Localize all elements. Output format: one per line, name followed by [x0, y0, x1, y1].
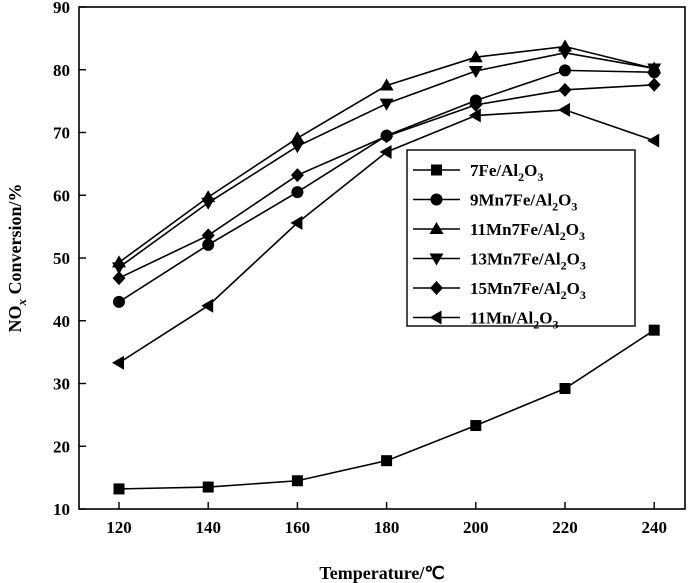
data-point: [558, 102, 570, 117]
data-point: [112, 262, 126, 275]
legend-marker: [430, 193, 443, 206]
data-point: [290, 215, 303, 230]
x-tick-label: 220: [552, 518, 578, 537]
legend-marker: [429, 310, 442, 325]
data-point: [112, 355, 124, 370]
x-tick-label: 140: [195, 518, 221, 537]
legend-marker: [430, 281, 443, 295]
x-tick-label: 120: [106, 518, 132, 537]
legend-label: 13Mn7Fe/Al2O3: [470, 250, 586, 273]
data-point: [201, 298, 214, 313]
legend-marker: [429, 222, 444, 234]
series-markers: [112, 39, 662, 495]
data-point: [291, 186, 304, 199]
x-axis-title: Temperature/℃: [319, 563, 444, 583]
data-point: [558, 82, 572, 97]
y-tick-label: 10: [53, 500, 70, 519]
x-tick-label: 160: [285, 518, 311, 537]
y-tick-label: 80: [53, 61, 70, 80]
data-point: [648, 324, 660, 336]
legend-label: 11Mn7Fe/Al2O3: [470, 220, 585, 243]
data-point: [379, 98, 394, 111]
data-point: [558, 47, 572, 60]
data-point: [380, 129, 394, 144]
data-point: [202, 238, 215, 251]
legend-label: 11Mn/Al2O3: [470, 309, 559, 332]
y-axis: 10 20 30 40 50 60 70 80 90: [53, 0, 86, 519]
y-tick-label: 90: [53, 0, 70, 17]
y-tick-label: 40: [53, 312, 70, 331]
y-tick-label: 30: [53, 375, 70, 394]
data-point: [290, 141, 305, 154]
data-point: [290, 168, 304, 183]
data-point: [647, 77, 661, 92]
data-point: [379, 144, 392, 159]
data-point: [290, 131, 305, 144]
x-tick-label: 180: [374, 518, 400, 537]
legend-label: 9Mn7Fe/Al2O3: [470, 191, 577, 214]
data-point: [559, 64, 571, 77]
data-point: [647, 63, 662, 76]
data-point: [113, 295, 125, 308]
y-tick-label: 50: [53, 249, 70, 268]
data-point: [468, 50, 483, 63]
data-point: [291, 475, 303, 487]
legend: 7Fe/Al2O3 9Mn7Fe/Al2O3 11Mn7Fe/Al2O3 13Mn7F…: [406, 149, 636, 332]
data-point: [559, 383, 571, 395]
data-point: [468, 66, 483, 79]
data-point: [201, 197, 216, 210]
legend-label: 15Mn7Fe/Al2O3: [470, 279, 586, 302]
data-point: [379, 78, 394, 91]
y-tick-label: 20: [53, 437, 70, 456]
legend-marker: [431, 164, 442, 176]
data-point: [202, 481, 214, 493]
data-point: [469, 97, 483, 112]
x-tick-label: 200: [463, 518, 489, 537]
data-point: [470, 420, 482, 432]
x-axis: 120 140 160 180 200 220 240: [106, 502, 667, 537]
data-point: [647, 133, 660, 148]
legend-label: 7Fe/Al2O3: [470, 161, 543, 184]
y-tick-label: 60: [53, 186, 70, 205]
data-point: [112, 271, 126, 286]
data-point: [468, 108, 481, 123]
data-point: [201, 228, 215, 243]
data-point: [113, 483, 125, 495]
y-tick-label: 70: [53, 124, 70, 143]
legend-box: [406, 149, 636, 327]
x-tick-label: 240: [641, 518, 667, 537]
data-point: [381, 455, 393, 467]
y-axis-title: NOx Conversion/%: [5, 183, 29, 332]
legend-marker: [429, 253, 444, 266]
